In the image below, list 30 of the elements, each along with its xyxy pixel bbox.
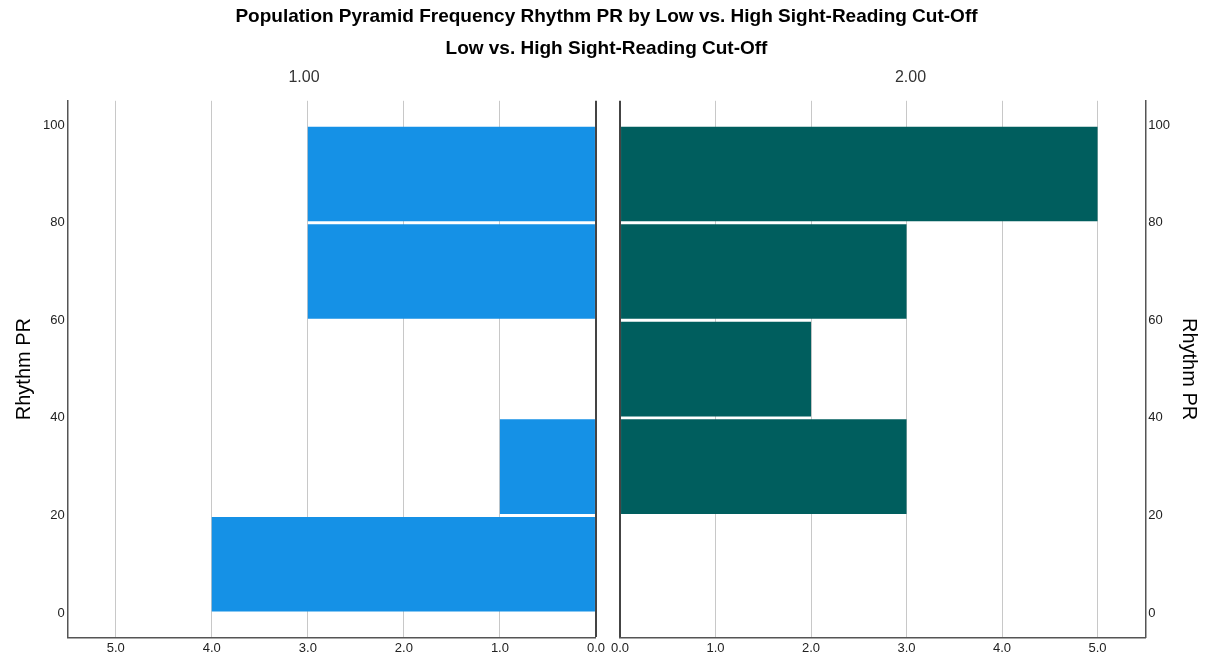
x-tick-label: 5.0 — [1088, 639, 1107, 655]
y-tick-label: 60 — [1148, 311, 1163, 327]
chart-title: Population Pyramid Frequency Rhythm PR by Low vs. High Sight-Reading Cut-Off — [234, 4, 979, 28]
x-axis-title: 1.00 — [287, 67, 321, 87]
y-tick-label: 100 — [42, 116, 65, 132]
x-tick-label: 5.0 — [106, 639, 125, 655]
y-tick-label: 100 — [1148, 116, 1171, 132]
y-axis-title: Rhythm PR — [1179, 317, 1202, 421]
y-tick-label: 40 — [1148, 409, 1163, 425]
y-axis-title: Rhythm PR — [11, 317, 34, 421]
y-tick-label: 40 — [50, 409, 65, 425]
y-tick-label: 0 — [57, 604, 65, 620]
x-tick-label: 0.0 — [611, 639, 630, 655]
y-tick-label: 0 — [1148, 604, 1156, 620]
y-tick-label: 80 — [50, 214, 65, 230]
x-axis-title: 2.00 — [893, 67, 928, 87]
x-tick-label: 1.0 — [490, 639, 509, 655]
x-tick-label: 4.0 — [993, 639, 1012, 655]
x-tick-label: 1.0 — [706, 639, 725, 655]
x-tick-label: 3.0 — [897, 639, 916, 655]
y-tick-label: 60 — [50, 311, 65, 327]
y-tick-label: 80 — [1148, 214, 1163, 230]
y-tick-label: 20 — [1148, 507, 1163, 523]
x-tick-label: 0.0 — [586, 639, 605, 655]
x-tick-label: 4.0 — [202, 639, 221, 655]
chart-subtitle: Low vs. High Sight-Reading Cut-Off — [444, 36, 769, 60]
y-tick-label: 20 — [50, 507, 65, 523]
x-tick-label: 2.0 — [394, 639, 413, 655]
x-tick-label: 3.0 — [298, 639, 317, 655]
x-tick-label: 2.0 — [802, 639, 821, 655]
